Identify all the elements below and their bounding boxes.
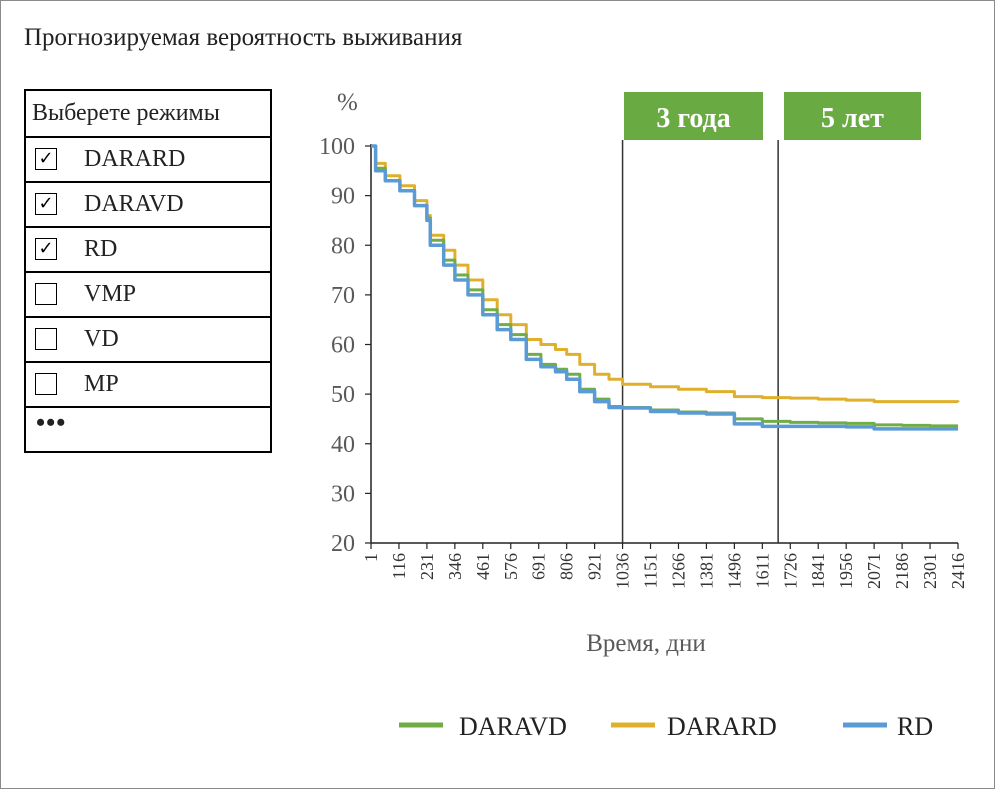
regime-option-vd[interactable]: VD: [26, 316, 270, 361]
marker-badge-1: [624, 92, 763, 140]
y-tick-label: 60: [331, 333, 355, 359]
x-tick-label: 1841: [808, 553, 828, 589]
regime-label-vd: VD: [84, 326, 119, 352]
x-tick-label: 1381: [696, 553, 716, 589]
x-tick-label: 1726: [780, 553, 800, 589]
y-tick-label: 80: [331, 233, 355, 259]
y-tick-label: 20: [331, 531, 355, 557]
x-tick-label: 1956: [836, 553, 856, 589]
checkbox-mp[interactable]: [35, 373, 57, 395]
marker-badge-label-1: 3 года: [656, 103, 730, 134]
regime-label-vmp: VMP: [84, 281, 137, 307]
x-tick-label: 806: [557, 553, 577, 580]
marker-badge-2: [784, 92, 921, 140]
series-line-rd: [371, 144, 958, 431]
regime-label-darard: DARARD: [84, 146, 186, 172]
x-tick-label: 2416: [948, 553, 968, 589]
regime-option-rd[interactable]: ✓ RD: [26, 226, 270, 271]
y-tick-label: 30: [331, 481, 355, 507]
regime-header-row: Выберете режимы: [26, 91, 270, 136]
regime-option-vmp[interactable]: VMP: [26, 271, 270, 316]
x-tick-label: 691: [529, 553, 549, 580]
y-tick-label: 50: [331, 382, 355, 408]
x-tick-label: 921: [585, 553, 605, 580]
regime-label-rd: RD: [84, 236, 118, 262]
legend-label-darard: DARARD: [667, 712, 777, 741]
checkbox-daravd[interactable]: ✓: [35, 193, 57, 215]
y-axis-unit: %: [337, 89, 358, 116]
x-tick-label: 2186: [892, 553, 912, 589]
x-tick-label: 231: [417, 553, 437, 580]
x-tick-label: 1266: [668, 553, 688, 589]
legend-label-rd: RD: [897, 712, 933, 741]
marker-badge-label-2: 5 лет: [821, 103, 884, 134]
checkbox-vmp[interactable]: [35, 283, 57, 305]
regime-header: Выберете режимы: [32, 100, 220, 126]
x-tick-label: 1036: [613, 553, 633, 589]
x-tick-label: 116: [389, 553, 409, 579]
x-tick-label: 2071: [864, 553, 884, 589]
x-tick-label: 576: [501, 553, 521, 580]
x-axis-title: Время, дни: [586, 630, 706, 657]
y-tick-label: 40: [331, 432, 355, 458]
checkbox-rd[interactable]: ✓: [35, 238, 57, 260]
x-tick-label: 1611: [752, 553, 772, 588]
regime-selector: Выберете режимы ✓ DARARD ✓ DARAVD ✓ RD V…: [24, 89, 272, 453]
regime-option-darard[interactable]: ✓ DARARD: [26, 136, 270, 181]
regime-more-row[interactable]: •••: [26, 406, 270, 451]
regime-label-daravd: DARAVD: [84, 191, 184, 217]
x-tick-label: 1: [361, 553, 381, 562]
y-tick-label: 90: [331, 184, 355, 210]
x-tick-label: 346: [445, 553, 465, 580]
checkbox-darard[interactable]: ✓: [35, 148, 57, 170]
regime-option-mp[interactable]: MP: [26, 361, 270, 406]
series-line-daravd: [371, 144, 958, 428]
regime-label-mp: MP: [84, 371, 119, 397]
x-tick-label: 461: [473, 553, 493, 580]
checkbox-vd[interactable]: [35, 328, 57, 350]
y-tick-label: 70: [331, 283, 355, 309]
legend-label-daravd: DARAVD: [459, 712, 567, 741]
x-tick-label: 1151: [641, 553, 661, 588]
x-tick-label: 2301: [920, 553, 940, 589]
x-tick-label: 1496: [724, 553, 744, 589]
y-tick-label: 100: [319, 134, 355, 160]
regime-option-daravd[interactable]: ✓ DARAVD: [26, 181, 270, 226]
chart-title: Прогнозируемая вероятность выживания: [24, 24, 463, 51]
more-options-icon[interactable]: •••: [36, 408, 67, 437]
